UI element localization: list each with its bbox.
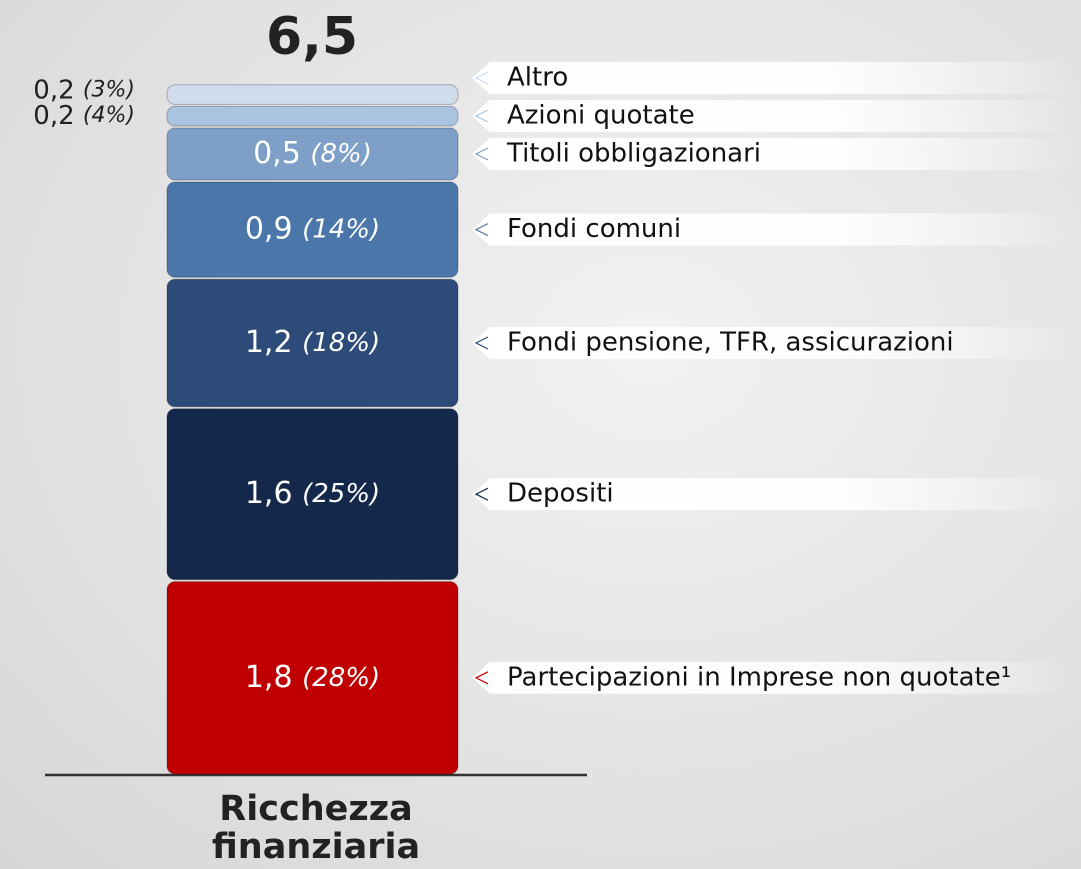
value: 1,8 <box>245 659 293 694</box>
share: (28%) <box>302 662 380 692</box>
share: (8%) <box>310 139 372 169</box>
total-label: 6,5 <box>266 7 358 67</box>
label-arrow <box>472 138 490 170</box>
value: 1,6 <box>245 476 293 511</box>
value-label: 0,2 (4%) <box>33 101 135 131</box>
label-arrow-line <box>474 71 489 85</box>
bar-segment <box>166 84 459 105</box>
value: 0,5 <box>253 136 301 171</box>
share: (25%) <box>302 479 380 509</box>
value-label: 0,2 (3%) <box>33 75 135 105</box>
label-arrow <box>472 478 490 511</box>
label-arrow-line <box>474 109 489 123</box>
legend-label: Partecipazioni in Imprese non quotate¹ <box>507 662 1011 692</box>
value: 0,9 <box>245 211 293 246</box>
label-arrow <box>472 100 490 132</box>
bar-segment <box>166 581 459 775</box>
label-arrow-line <box>474 147 489 161</box>
label-band <box>490 327 1081 359</box>
value-label: 1,8 (28%) <box>245 659 380 694</box>
legend-label: Fondi comuni <box>507 214 681 244</box>
legend-label: Titoli obbligazionari <box>506 139 761 169</box>
legend-label: Fondi pensione, TFR, assicurazioni <box>507 328 954 358</box>
value: 1,2 <box>245 325 293 360</box>
label-arrow <box>472 661 490 694</box>
bar-segment <box>166 127 459 181</box>
legend-label: Depositi <box>507 479 614 509</box>
legend-label: Altro <box>507 63 568 93</box>
value: 0,2 <box>33 101 74 131</box>
value-label: 0,9 (14%) <box>245 211 380 246</box>
bar-segment <box>166 181 459 278</box>
label-arrow <box>472 213 490 246</box>
legend-label: Azioni quotate <box>507 101 695 131</box>
label-arrow-line <box>474 671 489 685</box>
value: 0,2 <box>33 75 74 105</box>
label-arrow-line <box>474 336 489 350</box>
label-band <box>490 213 1081 246</box>
value-label: 1,6 (25%) <box>245 476 380 511</box>
value-label: 1,2 (18%) <box>245 325 380 360</box>
label-band <box>490 478 1081 511</box>
category-label: Ricchezza finanziaria <box>211 789 421 867</box>
label-band <box>490 62 1081 94</box>
label-band <box>490 100 1081 132</box>
label-arrow <box>472 62 490 94</box>
share: (14%) <box>302 214 380 244</box>
bar-segment <box>166 408 459 581</box>
share: (18%) <box>302 328 380 358</box>
label-arrow-line <box>474 223 489 237</box>
share: (3%) <box>83 78 135 103</box>
label-band <box>490 661 1081 694</box>
label-band <box>490 138 1081 170</box>
label-arrow <box>472 327 490 359</box>
value-label: 0,5 (8%) <box>253 136 372 171</box>
bar-segment <box>166 105 459 127</box>
bar-segment <box>166 278 459 408</box>
label-arrow-line <box>474 487 489 501</box>
share: (4%) <box>83 103 135 128</box>
